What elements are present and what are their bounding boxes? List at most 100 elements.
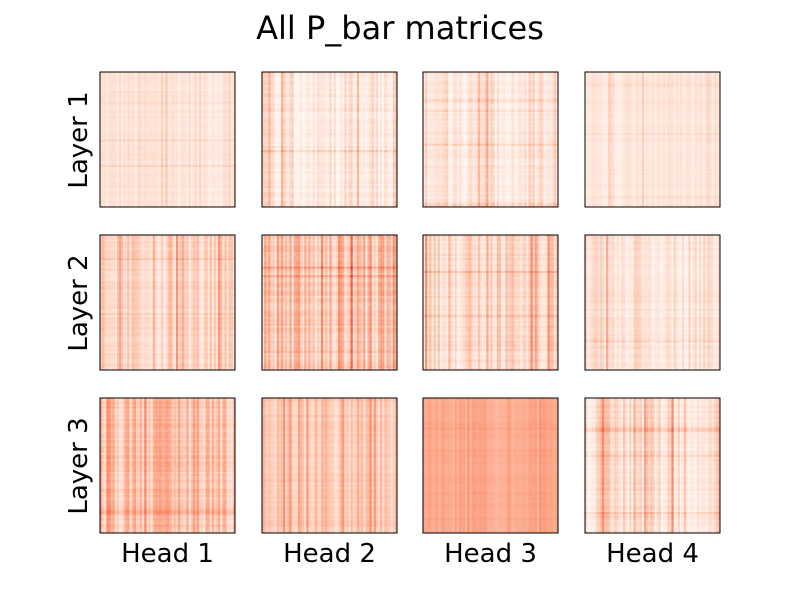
heatmap-cell (190, 166, 194, 170)
heatmap-cell (232, 164, 236, 168)
heatmap-cell (331, 95, 335, 98)
heatmap-cell (211, 162, 215, 166)
heatmap-cell (131, 114, 135, 117)
heatmap-cell (133, 137, 137, 140)
heatmap-cell (186, 116, 189, 119)
heatmap-cell (106, 80, 109, 83)
heatmap-cell (224, 88, 227, 92)
heatmap-cell (104, 76, 107, 79)
heatmap-cell (175, 135, 179, 138)
heatmap-cell (112, 84, 116, 88)
heatmap-cell (127, 114, 130, 117)
heatmap-panel-layer-1-head-1 (99, 71, 236, 208)
heatmap-cell (156, 97, 160, 100)
heatmap-cell (209, 82, 213, 85)
heatmap-cell (369, 80, 372, 83)
heatmap-cell (224, 196, 227, 199)
heatmap-cell (180, 82, 183, 85)
heatmap-cell (173, 173, 177, 176)
heatmap-cell (137, 84, 141, 88)
heatmap-cell (194, 84, 198, 88)
heatmap-cell (169, 86, 173, 90)
heatmap-cell (110, 152, 113, 155)
heatmap-cell (283, 74, 286, 77)
heatmap-cell (150, 198, 154, 201)
heatmap-cell (171, 196, 175, 199)
heatmap-cell (201, 183, 204, 187)
heatmap-cell (169, 154, 173, 157)
heatmap-cell (110, 95, 113, 98)
heatmap-cell (363, 82, 366, 85)
heatmap-cell (108, 72, 111, 75)
heatmap-cell (226, 192, 229, 195)
heatmap-cell (163, 122, 166, 126)
heatmap-cell (188, 74, 191, 77)
heatmap-cell (220, 154, 223, 157)
heatmap-cell (114, 198, 118, 201)
heatmap-cell (104, 88, 107, 92)
heatmap-cell (222, 188, 225, 191)
heatmap-cell (175, 194, 179, 197)
heatmap-cell (213, 112, 217, 115)
heatmap-cell (346, 78, 349, 81)
heatmap-cell (129, 124, 132, 128)
heatmap-cell (186, 179, 189, 182)
heatmap-cell (121, 135, 124, 138)
heatmap-cell (188, 166, 191, 170)
heatmap-cell (207, 99, 210, 102)
heatmap-cell (150, 93, 154, 96)
heatmap-cell (135, 200, 139, 204)
heatmap-cell (226, 181, 229, 185)
heatmap-cell (182, 194, 185, 197)
heatmap-cell (144, 162, 147, 166)
heatmap-cell (230, 135, 234, 138)
heatmap-cell (171, 72, 175, 75)
heatmap-cell (190, 99, 194, 102)
heatmap-cell (167, 88, 170, 92)
heatmap-cell (171, 137, 175, 140)
heatmap-cell (129, 120, 132, 123)
heatmap-cell (226, 95, 229, 98)
heatmap-cell (121, 114, 124, 117)
heatmap-cell (178, 156, 181, 159)
heatmap-cell (118, 72, 122, 75)
heatmap-cell (363, 97, 366, 100)
heatmap-cell (213, 145, 217, 149)
heatmap-cell (289, 93, 292, 96)
heatmap-cell (184, 200, 187, 204)
heatmap-cell (232, 80, 236, 83)
heatmap-cell (199, 164, 202, 168)
heatmap-cell (186, 74, 189, 77)
heatmap-cell (169, 112, 173, 115)
heatmap-cell (276, 82, 280, 85)
heatmap-cell (194, 169, 198, 172)
heatmap-cell (213, 147, 217, 151)
heatmap-cell (207, 137, 210, 140)
heatmap-cell (216, 169, 219, 172)
heatmap-cell (226, 156, 229, 159)
heatmap-cell (100, 173, 103, 176)
heatmap-cell (110, 194, 113, 197)
heatmap-cell (192, 101, 196, 104)
heatmap-cell (112, 109, 116, 113)
heatmap-cell (125, 88, 128, 92)
heatmap-cell (102, 107, 105, 111)
heatmap-cell (165, 133, 168, 136)
heatmap-cell (140, 192, 143, 195)
heatmap-cell (131, 122, 135, 126)
heatmap-cell (114, 194, 118, 197)
heatmap-cell (228, 156, 232, 159)
heatmap-cell (125, 188, 128, 191)
heatmap-cell (180, 179, 183, 182)
heatmap-cell (152, 192, 156, 195)
heatmap-cell (335, 90, 339, 94)
heatmap-cell (226, 84, 229, 88)
heatmap-cell (180, 158, 183, 161)
heatmap-cell (165, 200, 168, 204)
heatmap-cell (197, 141, 200, 145)
heatmap-cell (125, 147, 128, 151)
heatmap-cell (222, 133, 225, 136)
heatmap-cell (310, 97, 313, 100)
heatmap-cell (154, 173, 158, 176)
heatmap-cell (165, 76, 168, 79)
